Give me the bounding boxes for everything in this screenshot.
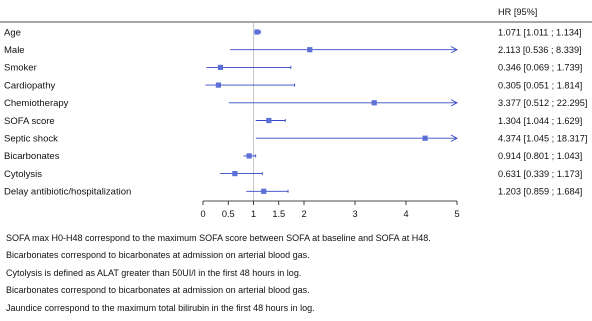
hr-point: [246, 153, 252, 159]
hr-ci-text: 1.304 [1.044 ; 1.629]: [498, 116, 582, 126]
tick-label: 0.5: [222, 209, 235, 219]
ci-arrow: [450, 46, 458, 54]
hr-ci-text: 1.203 [0.859 ; 1.684]: [498, 187, 582, 197]
hr-ci-text: 0.631 [0.339 ; 1.173]: [498, 169, 582, 179]
hr-ci-text: 0.914 [0.801 ; 1.043]: [498, 151, 582, 161]
row-label: Male: [4, 45, 25, 56]
hr-ci-text: 0.305 [0.051 ; 1.814]: [498, 80, 582, 90]
hr-ci-text: 1.071 [1.011 ; 1.134]: [498, 27, 582, 37]
hr-ci-text: 0.346 [0.069 ; 1.739]: [498, 63, 582, 73]
footnote-cytolysis: Cytolysis is defined as ALAT greater tha…: [6, 267, 302, 278]
forest-row: Smoker 0.346 [0.069 ; 1.739]: [4, 63, 582, 74]
tick-label: 2: [301, 209, 306, 219]
forest-row: Delay antibiotic/hospitalization 1.203 [0…: [4, 187, 582, 198]
row-label: SOFA score: [4, 116, 55, 127]
hr-ci-text: 2.113 [0.536 ; 8.339]: [498, 45, 582, 55]
tick-label: 1: [251, 209, 256, 219]
x-axis: 0 0.5 1 1.5 2 3 4 5: [200, 200, 460, 219]
forest-row: Age 1.071 [1.011 ; 1.134]: [4, 27, 582, 38]
hr-point: [371, 100, 377, 106]
hr-point: [215, 82, 222, 88]
tick-label: 5: [454, 209, 459, 219]
hr-ci-text: 4.374 [1.045 ; 18.317]: [498, 134, 587, 144]
hr-point: [307, 47, 313, 53]
row-label: Bicarbonates: [4, 151, 60, 162]
footnote-jaundice: Jaundice correspond to the maximum total…: [6, 302, 315, 313]
row-label: Chemiotherapy: [4, 98, 69, 109]
hr-point: [217, 64, 224, 70]
tick-label: 3: [352, 209, 357, 219]
tick-label: 1.5: [272, 209, 285, 219]
row-label: Delay antibiotic/hospitalization: [4, 187, 131, 198]
tick-label: 0: [200, 209, 205, 219]
row-label: Cytolysis: [4, 169, 42, 180]
hr-point: [266, 117, 272, 124]
rows-layer: Age 1.071 [1.011 ; 1.134] Male 2.113 [0.536…: [4, 27, 587, 197]
hr-point: [254, 29, 260, 35]
forest-row: Chemiotherapy 3.377 [0.512 ; 22.295]: [4, 98, 587, 109]
hr-column-header: HR [95%]: [498, 7, 537, 17]
row-label: Smoker: [4, 63, 37, 74]
footnote-bicarbonates-repeat: Bicarbonates correspond to bicarbonates …: [6, 285, 310, 296]
footnote-sofa-max: SOFA max H0-H48 correspond to the maximu…: [6, 233, 431, 243]
footnotes: SOFA max H0-H48 correspond to the maximu…: [6, 233, 590, 320]
forest-row: Male 2.113 [0.536 ; 8.339]: [4, 45, 582, 56]
forest-row: Bicarbonates 0.914 [0.801 ; 1.043]: [4, 151, 582, 162]
hr-point: [422, 135, 428, 141]
forest-row: Cardiopathy 0.305 [0.051 ; 1.814]: [4, 80, 582, 91]
hr-ci-text: 3.377 [0.512 ; 22.295]: [498, 98, 587, 108]
row-label: Septic shock: [4, 134, 58, 145]
row-label: Age: [4, 27, 21, 38]
hr-point: [261, 188, 267, 194]
row-label: Cardiopathy: [4, 80, 55, 91]
forest-row: Septic shock 4.374 [1.045 ; 18.317]: [4, 134, 587, 145]
tick-label: 4: [403, 209, 408, 219]
forest-plot: HR [95%] Age 1.071 [1.011 ; 1.134] Male 2.1…: [0, 7, 592, 219]
forest-row: Cytolysis 0.631 [0.339 ; 1.173]: [4, 169, 582, 180]
hr-point: [232, 171, 238, 177]
ci-arrow: [450, 99, 458, 107]
ci-arrow: [450, 134, 458, 142]
footnote-bicarbonates: Bicarbonates correspond to bicarbonates …: [6, 250, 310, 261]
forest-row: SOFA score 1.304 [1.044 ; 1.629]: [4, 116, 582, 127]
